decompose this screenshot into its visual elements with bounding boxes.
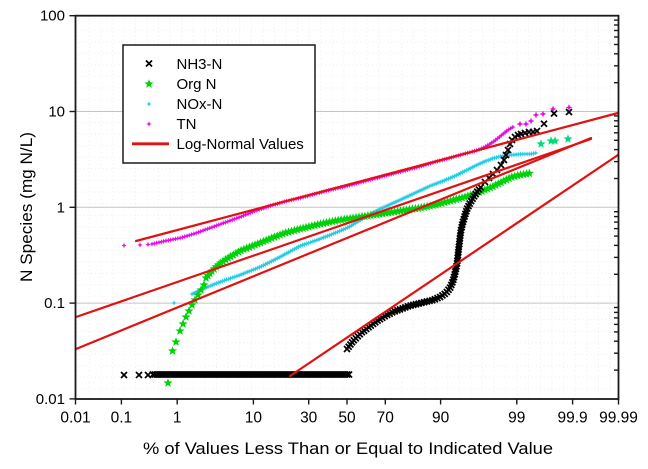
- svg-text:0.01: 0.01: [60, 410, 90, 427]
- svg-text:99: 99: [508, 410, 525, 427]
- svg-text:% of Values Less Than or Equal: % of Values Less Than or Equal to Indica…: [143, 440, 553, 458]
- svg-text:100: 100: [40, 8, 65, 25]
- svg-text:10: 10: [48, 104, 65, 121]
- svg-text:1: 1: [173, 410, 182, 427]
- svg-text:Org N: Org N: [177, 76, 217, 93]
- svg-text:30: 30: [300, 410, 318, 427]
- svg-text:99.99: 99.99: [599, 410, 638, 427]
- svg-text:Log-Normal Values: Log-Normal Values: [177, 136, 304, 153]
- svg-text:NOx-N: NOx-N: [177, 96, 223, 113]
- svg-text:0.1: 0.1: [44, 295, 65, 312]
- svg-text:N Species (mg N/L): N Species (mg N/L): [18, 132, 36, 282]
- svg-text:50: 50: [338, 410, 356, 427]
- svg-text:NH3-N: NH3-N: [177, 56, 223, 73]
- svg-text:1: 1: [57, 199, 65, 216]
- svg-text:10: 10: [245, 410, 263, 427]
- svg-text:70: 70: [377, 410, 395, 427]
- svg-text:TN: TN: [177, 116, 197, 133]
- svg-text:90: 90: [432, 410, 450, 427]
- svg-text:99.9: 99.9: [558, 410, 588, 427]
- svg-text:0.1: 0.1: [111, 410, 133, 427]
- svg-text:0.01: 0.01: [36, 391, 65, 408]
